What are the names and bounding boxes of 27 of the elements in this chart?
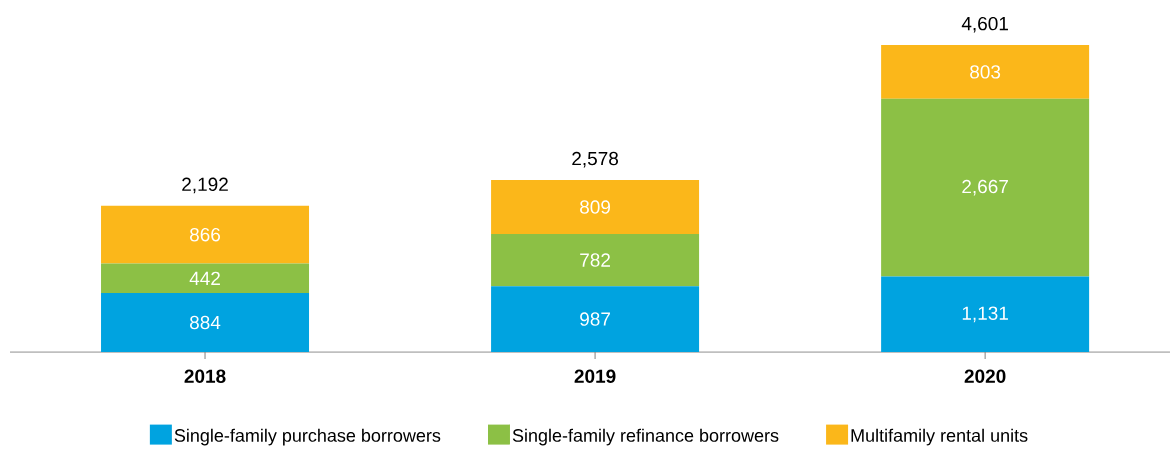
bar — [491, 234, 700, 287]
data-label: 2,667 — [962, 179, 1008, 196]
total-label: 4,601 — [961, 16, 1008, 33]
bar — [881, 276, 1090, 352]
data-label: 803 — [970, 65, 1001, 79]
legend-label: Single-family refinance borrowers — [512, 428, 779, 446]
data-label: 442 — [189, 271, 220, 285]
legend-label: Multifamily rental units — [851, 428, 1028, 446]
data-label: 782 — [580, 253, 610, 267]
x-tick-label: 2018 — [184, 369, 226, 383]
data-label: 866 — [190, 227, 221, 242]
legend-label: Single-family purchase borrowers — [174, 428, 441, 446]
bar — [491, 180, 700, 235]
bar — [101, 293, 310, 352]
bar — [881, 45, 1090, 99]
x-tick-label: 2019 — [574, 369, 616, 383]
x-tick-label: 2020 — [964, 369, 1006, 383]
data-label: 884 — [190, 315, 221, 330]
total-label: 2,578 — [572, 151, 619, 168]
data-label: 1,131 — [962, 306, 1008, 323]
bar — [881, 98, 1090, 277]
data-label: 987 — [580, 312, 610, 326]
bar — [491, 286, 700, 352]
bar — [101, 205, 310, 264]
bar — [101, 263, 310, 294]
total-label: 2,192 — [182, 177, 228, 194]
data-label: 809 — [580, 200, 611, 214]
